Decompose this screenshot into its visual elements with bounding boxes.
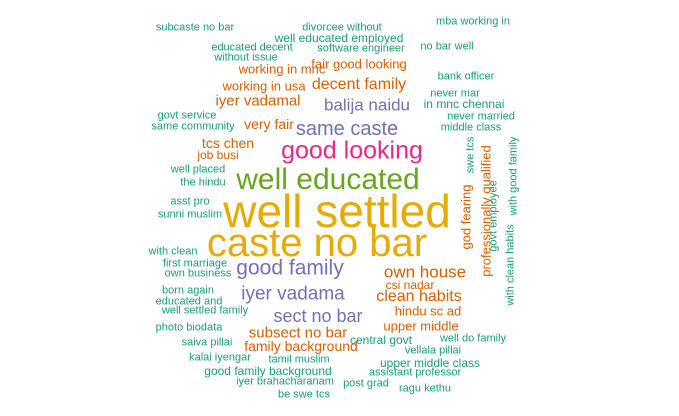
- word-no-bar-well: no bar well: [420, 40, 474, 53]
- word-upper-middle: upper middle: [383, 318, 459, 334]
- word-sunni-muslim: sunni muslim: [157, 208, 223, 221]
- word-ragu-kethu: ragu kethu: [399, 382, 451, 395]
- word-sect-no-bar: sect no bar: [273, 306, 363, 326]
- word-with-clean-habits: with clean habits: [504, 224, 517, 306]
- word-software-engineer: software engineer: [317, 42, 405, 55]
- word-well-placed: well placed: [170, 163, 226, 176]
- word-caste-no-bar: caste no bar: [206, 221, 428, 265]
- word-god-fearing: god fearing: [458, 184, 474, 250]
- word-well-settled-family: well settled family: [161, 304, 249, 317]
- word-good-looking: good looking: [281, 136, 423, 165]
- word-govt-service: govt service: [157, 109, 217, 122]
- word-divorcee-without: divorcee without: [302, 21, 382, 34]
- word-own-house: own house: [383, 262, 467, 282]
- word-decent-family: decent family: [311, 76, 407, 93]
- word-hindu-sc-ad: hindu sc ad: [394, 303, 462, 319]
- word-the-hindu: the hindu: [180, 176, 226, 189]
- word-very-fair: very fair: [244, 116, 294, 132]
- word-kalai-iyengar: kalai iyengar: [189, 351, 251, 364]
- word-vellala-pillai: vellala pillai: [404, 344, 462, 357]
- word-working-in-usa: working in usa: [222, 78, 306, 94]
- word-born-again: born again: [162, 284, 214, 297]
- word-saiva-pillai: saiva pillai: [181, 336, 233, 349]
- word-subcaste-no-bar: subcaste no bar: [155, 21, 235, 34]
- word-well-settled: well settled: [223, 185, 451, 237]
- word-assistant-professor: assistant professor: [368, 366, 462, 379]
- word-photo-biodata: photo biodata: [155, 321, 223, 334]
- word-swe-tcs: swe tcs: [464, 136, 477, 174]
- word-asst-pro: asst pro: [170, 195, 210, 208]
- word-never-mar: never mar: [430, 87, 480, 100]
- word-without-issue: without issue: [214, 51, 278, 64]
- word-with-clean: with clean: [148, 245, 198, 258]
- word-bank-officer: bank officer: [437, 70, 495, 83]
- word-middle-class: middle class: [440, 121, 502, 134]
- word-well-educated-employed: well educated employed: [274, 31, 404, 45]
- word-post-grad: post grad: [343, 377, 389, 390]
- word-job-busi: job busi: [197, 148, 239, 162]
- word-tamil-muslim: tamil muslim: [268, 353, 330, 366]
- word-mba-working-in: mba working in: [436, 15, 510, 28]
- word-fair-good-looking: fair good looking: [311, 56, 407, 72]
- word-good-family: good family: [236, 256, 344, 280]
- word-iyer-vadamal: iyer vadamal: [215, 92, 301, 110]
- word-csi-nadar: csi nadar: [385, 278, 435, 292]
- word-educated-decent: educated decent: [211, 41, 293, 54]
- word-same-community: same community: [151, 120, 235, 133]
- word-clean-habits: clean habits: [376, 288, 462, 305]
- word-with-good-family: with good family: [507, 136, 520, 216]
- word-iyer-brahacharanam: iyer brahacharanam: [236, 375, 334, 388]
- word-iyer-vadama: iyer vadama: [241, 283, 345, 305]
- word-balija-naidu: balija naidu: [323, 95, 411, 115]
- word-family-background: family background: [244, 338, 358, 354]
- word-educated-and: educated and: [155, 295, 223, 308]
- word-good-family-background: good family background: [204, 364, 332, 378]
- word-govt-employee: govt employee: [487, 180, 500, 252]
- word-tcs-chen: tcs chen: [201, 135, 255, 151]
- word-central-govt: central govt: [349, 333, 413, 347]
- word-own-business: own business: [164, 267, 232, 280]
- word-upper-middle-class: upper middle class: [379, 356, 481, 370]
- word-well-do-family: well do family: [439, 332, 507, 345]
- word-in-mnc-chennai: in mnc chennai: [423, 97, 505, 111]
- word-be-swe-tcs: be swe tcs: [278, 388, 330, 401]
- word-working-in-mnc: working in mnc: [238, 61, 326, 77]
- word-well-educated: well educated: [236, 163, 420, 196]
- word-same-caste: same caste: [295, 118, 399, 140]
- word-first-marriage: first marriage: [162, 257, 228, 270]
- word-subsect-no-bar: subsect no bar: [248, 324, 348, 342]
- word-never-married: never married: [447, 110, 515, 123]
